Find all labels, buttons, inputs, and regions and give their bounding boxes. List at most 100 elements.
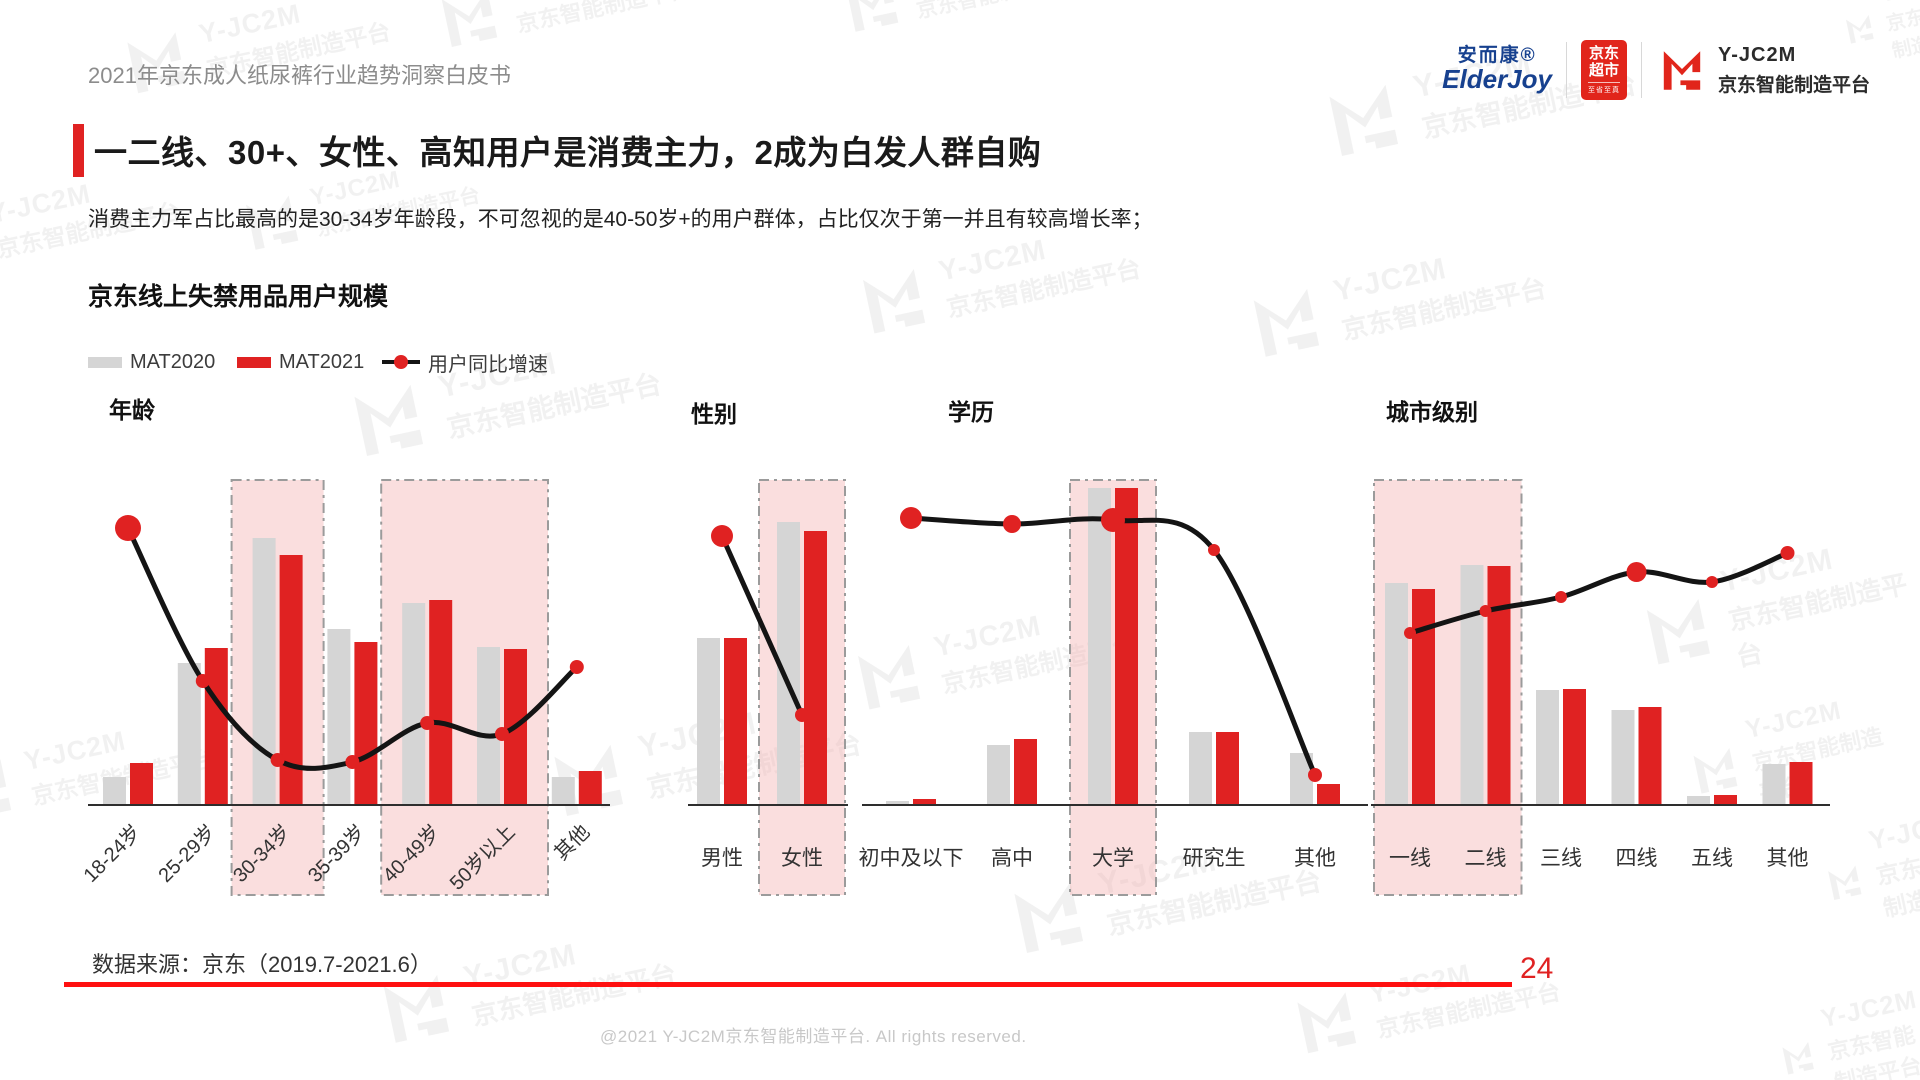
category-label: 女性: [781, 847, 823, 870]
title-accent-bar: [73, 124, 84, 177]
legend-line-icon: [382, 355, 420, 369]
bar-mat2020: [1536, 690, 1559, 805]
growth-dot: [1626, 562, 1647, 582]
bar-mat2020: [551, 777, 575, 805]
category-label: 三线: [1540, 847, 1582, 870]
bar-mat2020: [987, 745, 1010, 805]
category-label: 四线: [1616, 847, 1658, 870]
growth-dot: [1555, 591, 1567, 603]
growth-dot: [711, 525, 733, 547]
bar-mat2020: [477, 647, 500, 805]
yjc2m-mark-icon: [1663, 51, 1701, 90]
category-label: 初中及以下: [859, 847, 964, 870]
category-label: 25-29岁: [154, 820, 221, 887]
bar-mat2021: [1563, 689, 1586, 805]
bar-mat2020: [1385, 583, 1408, 805]
footer-accent-line: [64, 982, 1512, 987]
growth-dot: [1479, 605, 1492, 617]
category-label: 18-24岁: [79, 820, 146, 887]
panel-title-gender: 性别: [691, 401, 737, 427]
growth-dot: [495, 727, 509, 741]
legend-label: 用户同比增速: [428, 353, 548, 376]
bar-mat2021: [913, 799, 936, 805]
bar-mat2020: [1189, 732, 1212, 805]
legend-swatch-gray: [88, 356, 122, 368]
growth-line: [908, 515, 1318, 778]
legend-label: MAT2020: [130, 350, 216, 373]
yjc2m-logo: Y-JC2M 京东智能制造平台: [1656, 44, 1870, 97]
growth-dot: [195, 674, 210, 688]
category-label: 其他: [1767, 847, 1809, 870]
jd-supermarket-slogan: 至省至真: [1587, 82, 1620, 95]
bar-mat2020: [777, 522, 800, 805]
bar-mat2020: [1687, 796, 1710, 805]
bar-mat2020: [1290, 753, 1313, 805]
bar-mat2021: [354, 642, 378, 805]
bar-mat2021: [204, 648, 228, 805]
growth-dot: [1404, 627, 1416, 639]
data-source-note: 数据来源：京东（2019.7-2021.6）: [92, 952, 432, 977]
growth-dot: [1308, 768, 1322, 782]
legend-swatch-red: [237, 356, 271, 368]
chart-section-title: 京东线上失禁用品用户规模: [88, 283, 389, 311]
bar-mat2021: [279, 555, 303, 805]
legend-dot-icon: [394, 355, 408, 369]
elderjoy-logo: 安而康® ElderJoy: [1442, 46, 1552, 93]
bar-mat2021: [130, 763, 153, 805]
bar-mat2021: [1714, 795, 1737, 805]
growth-line: [719, 533, 805, 718]
growth-dot: [795, 708, 809, 722]
bar-mat2020: [402, 603, 426, 805]
bar-mat2021: [1317, 784, 1340, 805]
bar-mat2020: [103, 777, 126, 805]
jd-supermarket-line1: 京东: [1588, 44, 1619, 62]
bar-mat2021: [724, 638, 747, 805]
bar-mat2021: [1789, 762, 1813, 805]
elderjoy-en-label: ElderJoy: [1442, 64, 1552, 95]
category-label: 二线: [1465, 847, 1507, 870]
elderjoy-cn-label: 安而康®: [1457, 45, 1537, 67]
legend-growth: 用户同比增速: [382, 352, 548, 376]
panel-title-city: 城市级别: [1386, 399, 1478, 425]
category-label: 大学: [1092, 847, 1134, 870]
page-number: 24: [1520, 952, 1554, 985]
highlight-box: [758, 479, 846, 896]
page-subtitle: 消费主力军占比最高的是30-34岁年龄段，不可忽视的是40-50岁+的用户群体，…: [88, 208, 1153, 231]
jd-supermarket-line2: 超市: [1588, 62, 1619, 79]
bar-mat2021: [578, 771, 602, 805]
category-label: 男性: [701, 847, 743, 870]
bar-mat2020: [252, 538, 276, 805]
highlight-box: [1069, 479, 1157, 896]
category-label: 高中: [991, 847, 1033, 870]
bar-mat2020: [327, 629, 351, 805]
category-label: 其他: [550, 820, 595, 865]
growth-dot: [115, 515, 141, 541]
growth-dot: [1003, 515, 1021, 533]
bar-mat2021: [1216, 732, 1239, 805]
logo-divider: [1640, 42, 1642, 98]
bar-mat2021: [429, 600, 453, 805]
category-label: 研究生: [1183, 847, 1246, 870]
growth-dot: [569, 660, 584, 674]
bar-mat2020: [1762, 764, 1786, 805]
growth-dot: [1101, 508, 1125, 532]
yjc2m-name: Y-JC2M: [1717, 43, 1797, 66]
bar-mat2020: [886, 801, 909, 805]
copyright-note: @2021 Y-JC2M京东智能制造平台. All rights reserve…: [600, 1027, 1027, 1046]
logo-cluster: 安而康® ElderJoy 京东 超市 至省至真 Y-JC2M 京东智能制造平台: [1442, 38, 1870, 102]
yjc2m-subtitle: 京东智能制造平台: [1717, 74, 1870, 96]
page-title: 一二线、30+、女性、高知用户是消费主力，2成为白发人群自购: [94, 134, 1042, 171]
bar-mat2021: [804, 531, 827, 805]
growth-dot: [1208, 544, 1220, 556]
growth-dot: [420, 716, 435, 730]
bar-mat2020: [1460, 565, 1484, 805]
highlight-box: [230, 479, 325, 896]
bar-mat2021: [1014, 739, 1037, 805]
growth-dot: [1780, 546, 1795, 560]
bar-mat2020: [1088, 488, 1111, 805]
panel-title-edu: 学历: [948, 399, 994, 425]
bar-mat2021: [1115, 488, 1138, 805]
category-label: 其他: [1294, 847, 1336, 870]
bar-mat2020: [177, 663, 201, 805]
